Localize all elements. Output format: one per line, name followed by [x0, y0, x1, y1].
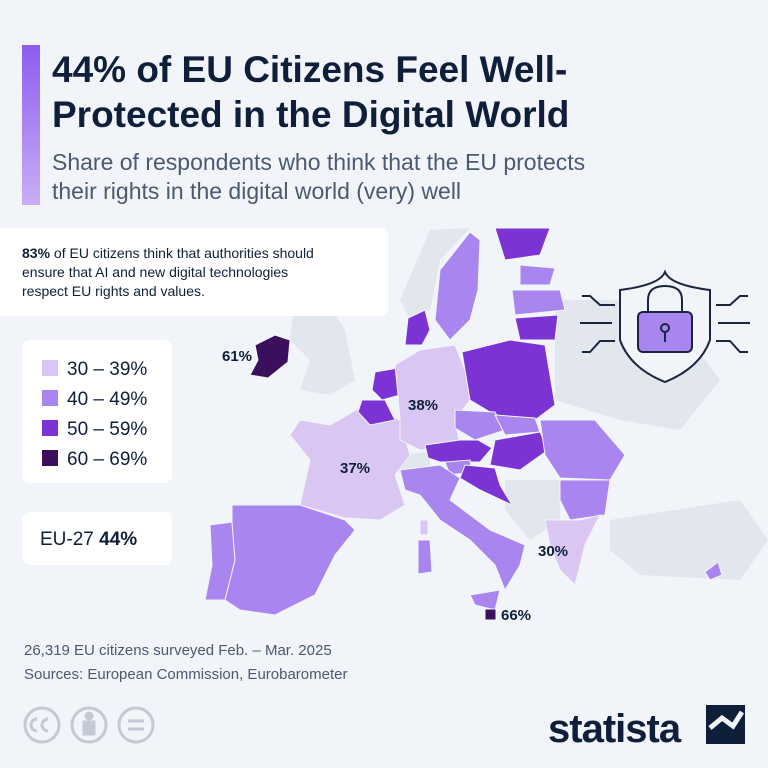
country	[519, 264, 556, 286]
country	[404, 309, 431, 346]
country	[489, 431, 549, 471]
legend-swatch	[42, 420, 58, 436]
callout-highlight: 83%	[22, 245, 51, 261]
legend-swatch	[42, 360, 58, 376]
country	[461, 339, 556, 421]
average-value: 44%	[99, 529, 137, 550]
callout-text: of EU citizens think that authorities sh…	[54, 245, 314, 261]
country	[424, 439, 493, 463]
country	[514, 314, 559, 341]
country	[357, 399, 396, 426]
brand: statista	[548, 707, 682, 751]
legend-label: 40 – 49%	[67, 389, 147, 410]
country	[484, 608, 497, 621]
callout-text: respect EU rights and values.	[22, 283, 205, 299]
country	[454, 409, 506, 441]
title: Protected in the Digital World	[52, 94, 569, 135]
average-label: EU-27	[40, 529, 94, 550]
source: Sources: European Commission, Eurobarome…	[24, 666, 347, 683]
title: 44% of EU Citizens Feel Well-	[52, 49, 567, 90]
country	[704, 561, 723, 581]
map-label: 30%	[538, 543, 568, 560]
callout-box	[0, 228, 388, 316]
map-label: 38%	[408, 397, 438, 414]
country	[224, 504, 356, 616]
country	[544, 514, 601, 586]
country	[419, 519, 429, 536]
map-label: 61%	[222, 348, 252, 365]
map-label: 37%	[340, 460, 370, 477]
legend-box	[22, 340, 172, 483]
subtitle: Share of respondents who think that the …	[52, 149, 585, 175]
brand-icon	[706, 705, 745, 744]
accent-bar	[22, 45, 40, 205]
land	[400, 228, 470, 320]
legend-label: 30 – 39%	[67, 359, 147, 380]
country	[399, 464, 526, 592]
map-label: 66%	[501, 607, 531, 624]
country	[249, 334, 291, 379]
average: EU-27 44%	[40, 529, 137, 550]
legend-label: 50 – 59%	[67, 419, 147, 440]
note: 26,319 EU citizens surveyed Feb. – Mar. …	[24, 642, 332, 659]
legend: 30 – 39% 40 – 49% 50 – 59% 60 – 69%	[42, 359, 147, 470]
country	[434, 231, 481, 341]
license-icons	[23, 706, 155, 744]
country	[417, 539, 433, 575]
callout: 83% of EU citizens think that authoritie…	[22, 245, 314, 261]
land	[610, 500, 768, 580]
legend-label: 60 – 69%	[67, 449, 147, 470]
subtitle: their rights in the digital world (very)…	[52, 178, 461, 204]
country	[559, 479, 611, 521]
country	[394, 344, 471, 451]
legend-swatch	[42, 390, 58, 406]
country	[511, 289, 566, 316]
lock-icon	[580, 269, 750, 384]
legend-swatch	[42, 450, 58, 466]
land	[290, 290, 355, 395]
country	[494, 227, 551, 261]
average-box	[22, 512, 172, 565]
callout-text: ensure that AI and new digital technolog…	[22, 264, 288, 280]
country	[371, 367, 401, 401]
